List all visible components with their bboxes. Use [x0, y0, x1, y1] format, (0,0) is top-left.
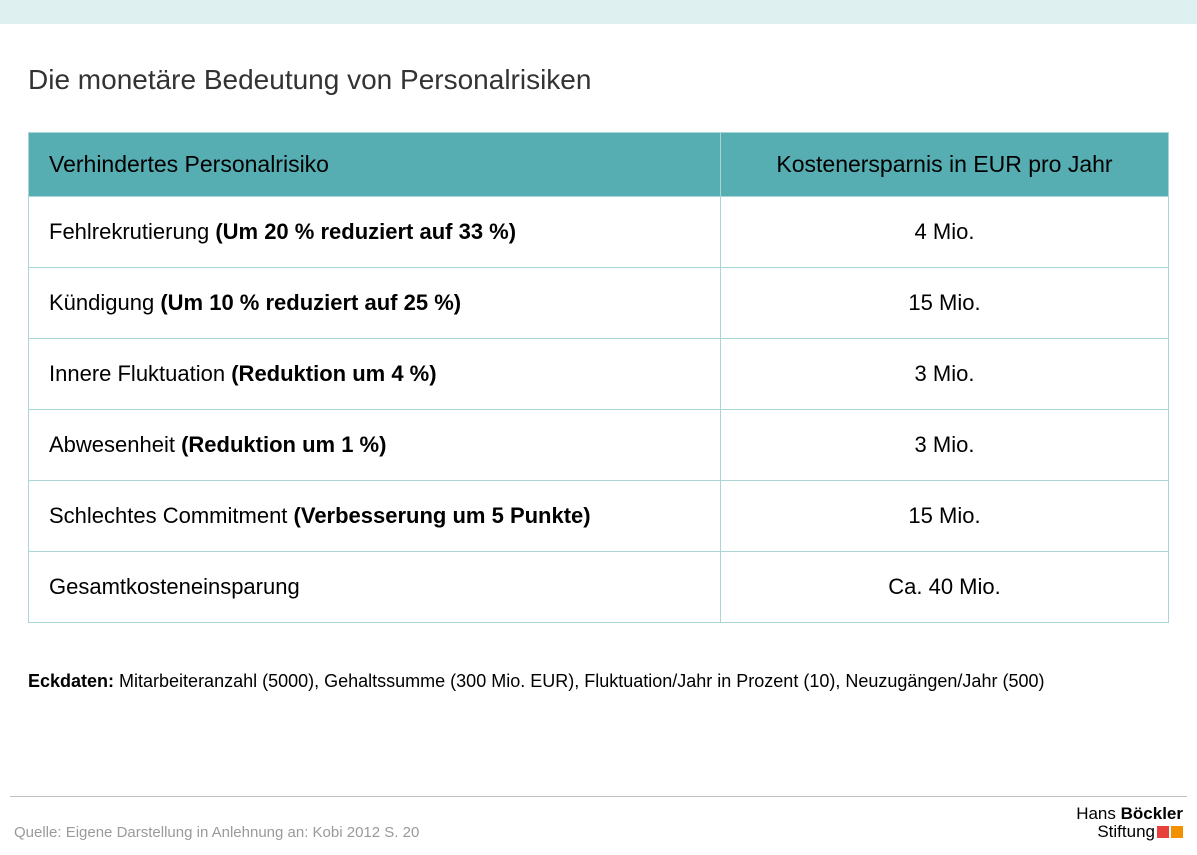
eckdaten-line: Eckdaten: Mitarbeiteranzahl (5000), Geha…	[28, 671, 1169, 692]
page-title: Die monetäre Bedeutung von Personalrisik…	[28, 64, 1169, 96]
page-content: Die monetäre Bedeutung von Personalrisik…	[0, 24, 1197, 692]
value-cell: 3 Mio.	[720, 339, 1168, 410]
table-row: Innere Fluktuation (Reduktion um 4 %) 3 …	[29, 339, 1169, 410]
boeckler-logo: Hans Böckler Stiftung	[1076, 805, 1183, 841]
logo-square-icon	[1157, 826, 1169, 838]
top-bar	[0, 0, 1197, 24]
value-cell: 15 Mio.	[720, 481, 1168, 552]
source-text: Quelle: Eigene Darstellung in Anlehnung …	[14, 824, 419, 841]
footer: Quelle: Eigene Darstellung in Anlehnung …	[0, 796, 1197, 841]
col-header-risk: Verhindertes Personalrisiko	[29, 133, 721, 197]
eckdaten-label: Eckdaten:	[28, 671, 114, 691]
risk-cell: Innere Fluktuation (Reduktion um 4 %)	[29, 339, 721, 410]
table-row: Kündigung (Um 10 % reduziert auf 25 %) 1…	[29, 268, 1169, 339]
risk-cell: Schlechtes Commitment (Verbesserung um 5…	[29, 481, 721, 552]
risk-cell: Kündigung (Um 10 % reduziert auf 25 %)	[29, 268, 721, 339]
risk-cell: Fehlrekrutierung (Um 20 % reduziert auf …	[29, 197, 721, 268]
risk-cell: Abwesenheit (Reduktion um 1 %)	[29, 410, 721, 481]
value-cell: Ca. 40 Mio.	[720, 552, 1168, 623]
value-cell: 4 Mio.	[720, 197, 1168, 268]
table-row: Abwesenheit (Reduktion um 1 %) 3 Mio.	[29, 410, 1169, 481]
table-row-total: Gesamtkosteneinsparung Ca. 40 Mio.	[29, 552, 1169, 623]
eckdaten-text: Mitarbeiteranzahl (5000), Gehaltssumme (…	[114, 671, 1044, 691]
risk-table: Verhindertes Personalrisiko Kostenerspar…	[28, 132, 1169, 623]
table-row: Schlechtes Commitment (Verbesserung um 5…	[29, 481, 1169, 552]
value-cell: 3 Mio.	[720, 410, 1168, 481]
logo-square-icon	[1171, 826, 1183, 838]
table-row: Fehlrekrutierung (Um 20 % reduziert auf …	[29, 197, 1169, 268]
col-header-savings: Kostenersparnis in EUR pro Jahr	[720, 133, 1168, 197]
value-cell: 15 Mio.	[720, 268, 1168, 339]
footer-divider	[10, 796, 1187, 797]
risk-cell: Gesamtkosteneinsparung	[29, 552, 721, 623]
table-header-row: Verhindertes Personalrisiko Kostenerspar…	[29, 133, 1169, 197]
